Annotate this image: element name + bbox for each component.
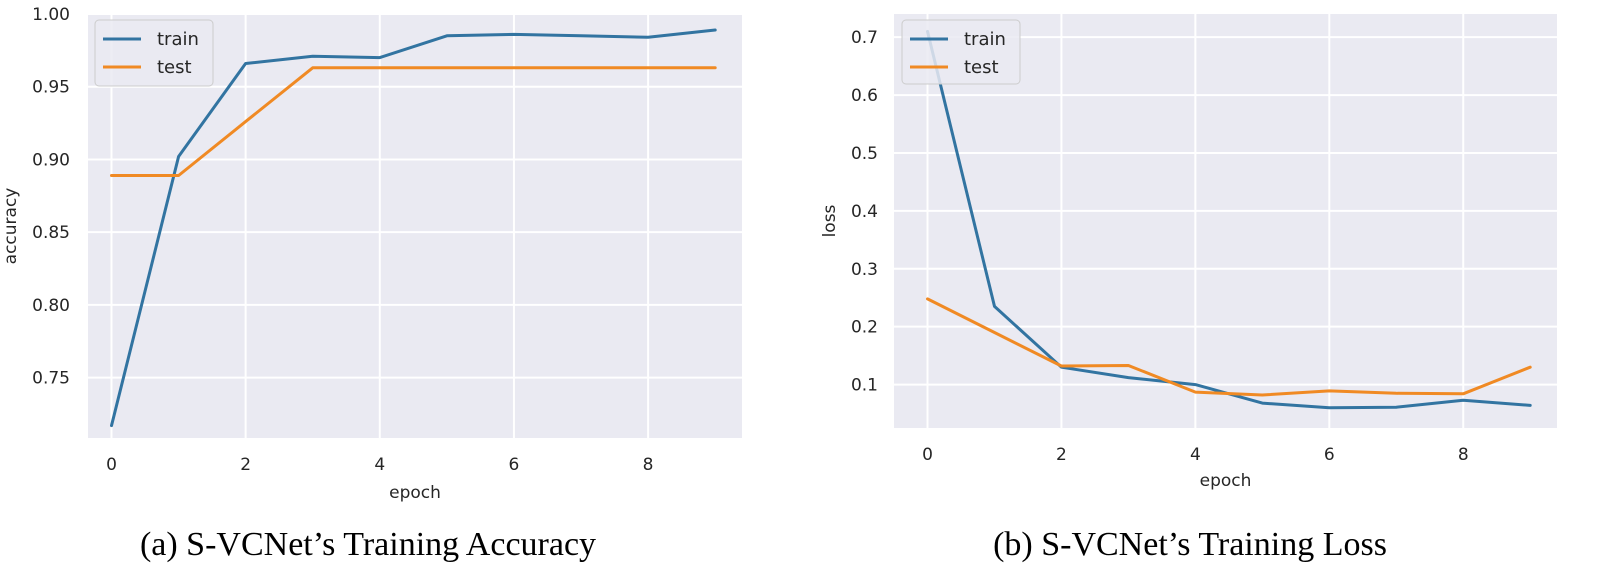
loss-train-data-point: [1528, 403, 1532, 407]
accuracy-chart: 0.75 0.80 0.85 0.90 0.95 1.00 0 2 4 6 8 epoch accura…: [1, 5, 742, 563]
loss-train-data-point: [1260, 401, 1264, 405]
accuracy-x-axis-label: epoch: [389, 483, 441, 503]
loss-test-data-point: [1193, 390, 1197, 394]
accuracy-x-tick-label: 8: [643, 455, 654, 475]
accuracy-legend: train test: [94, 19, 214, 87]
accuracy-y-tick-label: 0.90: [32, 150, 70, 170]
loss-test-data-point: [1126, 363, 1130, 367]
loss-caption: (b) S-VCNet’s Training Loss: [993, 526, 1387, 563]
accuracy-train-data-point: [445, 34, 449, 38]
loss-test-series-line: [926, 297, 1532, 397]
accuracy-legend-box: [94, 19, 214, 87]
accuracy-legend-label-test: test: [157, 57, 192, 78]
loss-y-axis-label: loss: [820, 204, 840, 237]
loss-x-tick-label: 2: [1056, 445, 1067, 465]
accuracy-x-tick-label: 2: [240, 455, 251, 475]
loss-chart: 0.1 0.2 0.3 0.4 0.5 0.6 0.7 0 2 4 6 8 epoch loss train…: [820, 14, 1557, 563]
loss-test-data-point: [1461, 392, 1465, 396]
loss-test-data-point: [1394, 391, 1398, 395]
accuracy-test-data-point: [109, 173, 113, 177]
accuracy-test-data-point: [378, 66, 382, 70]
accuracy-legend-label-train: train: [157, 29, 199, 50]
loss-x-tick-label: 8: [1458, 445, 1469, 465]
loss-y-tick-label: 0.5: [851, 144, 878, 164]
accuracy-caption: (a) S-VCNet’s Training Accuracy: [140, 526, 596, 563]
accuracy-x-tick-label: 0: [106, 455, 117, 475]
accuracy-train-data-point: [311, 54, 315, 58]
accuracy-test-data-point: [579, 66, 583, 70]
loss-test-data-point: [992, 330, 996, 334]
accuracy-test-data-point: [646, 66, 650, 70]
accuracy-y-tick-label: 1.00: [32, 5, 70, 25]
loss-y-tick-label: 0.3: [851, 260, 878, 280]
loss-train-data-point: [1126, 376, 1130, 380]
accuracy-test-data-point: [445, 66, 449, 70]
loss-y-tick-label: 0.7: [851, 28, 878, 48]
loss-x-tick-label: 4: [1190, 445, 1201, 465]
loss-train-data-point: [992, 304, 996, 308]
loss-test-data-point: [1327, 389, 1331, 393]
loss-test-data-point: [1528, 365, 1532, 369]
loss-legend-label-test: test: [964, 57, 999, 78]
accuracy-test-series-line: [110, 66, 717, 177]
accuracy-train-data-point: [579, 34, 583, 38]
accuracy-y-tick-label: 0.85: [32, 223, 70, 243]
loss-train-data-point: [1394, 405, 1398, 409]
loss-x-tick-label: 0: [922, 445, 933, 465]
accuracy-x-tick-label: 4: [374, 455, 385, 475]
loss-y-tick-label: 0.4: [851, 202, 878, 222]
accuracy-train-data-point: [512, 32, 516, 36]
loss-y-tick-label: 0.6: [851, 86, 878, 106]
loss-x-axis-label: epoch: [1200, 471, 1252, 491]
accuracy-train-data-point: [646, 35, 650, 39]
accuracy-test-data-point: [244, 120, 248, 124]
loss-test-data-point: [925, 297, 929, 301]
loss-test-data-point: [1260, 393, 1264, 397]
accuracy-y-tick-label: 0.80: [32, 296, 70, 316]
accuracy-test-data-point: [512, 66, 516, 70]
accuracy-y-axis-label: accuracy: [1, 188, 21, 265]
loss-legend-label-train: train: [964, 29, 1006, 50]
accuracy-train-series-line: [110, 28, 717, 428]
loss-x-tick-label: 6: [1324, 445, 1335, 465]
accuracy-train-data-point: [378, 56, 382, 60]
accuracy-x-tick-label: 6: [509, 455, 520, 475]
accuracy-test-data-point: [713, 66, 717, 70]
loss-train-data-point: [1327, 406, 1331, 410]
loss-y-tick-label: 0.2: [851, 318, 878, 338]
accuracy-train-data-point: [713, 28, 717, 32]
accuracy-train-data-point: [244, 61, 248, 65]
loss-train-data-point: [1193, 383, 1197, 387]
accuracy-train-data-point: [109, 424, 113, 428]
accuracy-y-tick-label: 0.75: [32, 369, 70, 389]
loss-train-data-point: [1461, 398, 1465, 402]
accuracy-test-data-point: [311, 66, 315, 70]
accuracy-test-data-point: [177, 173, 181, 177]
loss-legend: train test: [901, 19, 1021, 85]
loss-test-data-point: [1059, 364, 1063, 368]
accuracy-y-tick-label: 0.95: [32, 78, 70, 98]
accuracy-train-data-point: [177, 155, 181, 159]
loss-y-tick-label: 0.1: [851, 376, 878, 396]
